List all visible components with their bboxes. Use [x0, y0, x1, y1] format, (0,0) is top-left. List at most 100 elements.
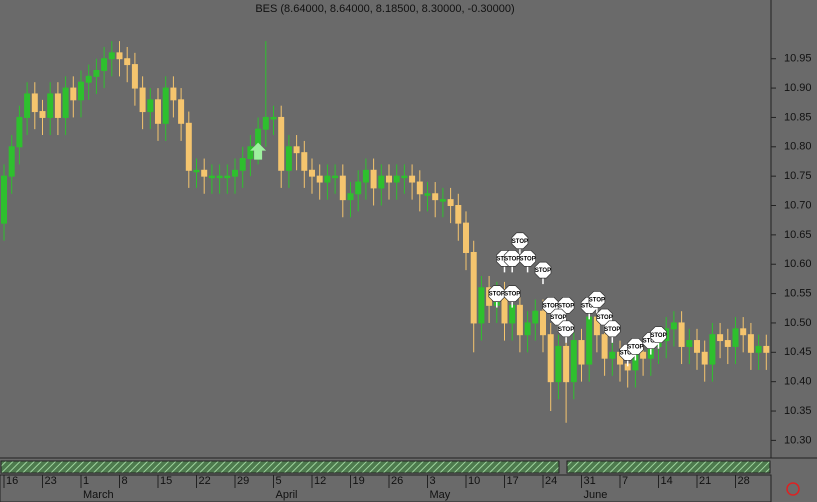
candle-body [378, 175, 385, 189]
x-tick-label: 14 [661, 475, 673, 487]
stop-label: STOP [558, 327, 574, 333]
candle-body [162, 87, 169, 124]
candle-body [509, 304, 516, 324]
candle-body [678, 322, 685, 347]
x-tick-label: 8 [122, 475, 128, 487]
stop-label: STOP [643, 339, 659, 345]
x-tick-label: 19 [353, 475, 365, 487]
candle-body [401, 175, 408, 179]
y-tick-label: 10.80 [784, 141, 812, 153]
stop-label: STOP [535, 268, 551, 274]
candle-body [24, 93, 31, 118]
candle-body [601, 334, 608, 359]
y-tick-label: 10.95 [784, 53, 812, 65]
candle-body [463, 222, 469, 253]
candle-body [8, 146, 15, 177]
candle-body [201, 169, 208, 177]
candle-body [232, 169, 238, 177]
x-tick-label: 16 [6, 475, 18, 487]
stop-label: STOP [596, 315, 612, 321]
stop-sign [534, 261, 552, 279]
date-axis [0, 474, 772, 502]
stop-label: STOP [504, 292, 520, 298]
candle-body [416, 181, 423, 195]
x-tick-label: 1 [83, 475, 89, 487]
chart-title: BES (8.64000, 8.64000, 8.18500, 8.30000,… [255, 3, 514, 15]
candle-body [216, 175, 223, 179]
candle-body [285, 146, 292, 171]
candle-body [470, 251, 477, 324]
x-tick-label: 21 [699, 475, 711, 487]
candle-body [386, 175, 392, 183]
y-tick-label: 10.45 [784, 346, 812, 358]
candle-body [740, 328, 747, 336]
stop-sign [603, 320, 621, 338]
candle-body [131, 64, 138, 89]
x-tick-label: 23 [45, 475, 57, 487]
stop-label: STOP [543, 303, 559, 309]
candle-body [547, 334, 554, 383]
stop-sign [488, 285, 506, 302]
y-tick-label: 10.35 [784, 405, 812, 417]
candle-body [70, 87, 77, 101]
candle-body [108, 52, 115, 60]
candle-body [709, 334, 716, 365]
candle-body [347, 193, 354, 201]
stop-sign [650, 326, 667, 344]
x-tick-label: 7 [622, 475, 628, 487]
candle-body [178, 99, 185, 124]
scroll-bar[interactable] [566, 460, 771, 474]
candle-body [640, 351, 647, 359]
stop-label: STOP [550, 315, 566, 321]
month-label: May [430, 489, 451, 501]
candle-body [301, 152, 308, 171]
candle-body [694, 340, 700, 353]
x-tick-label: 28 [738, 475, 750, 487]
candle-body [239, 158, 246, 171]
candle-body [578, 340, 585, 365]
candle-body [393, 175, 400, 183]
stop-sign [557, 320, 575, 338]
candle-body [270, 116, 277, 120]
candle-body [370, 169, 377, 189]
candle-body [540, 310, 546, 336]
candle-body [262, 116, 269, 130]
y-tick-label: 10.55 [784, 287, 812, 299]
stop-label: STOP [627, 345, 643, 351]
x-tick-label: 15 [160, 475, 172, 487]
y-tick-label: 10.30 [784, 434, 812, 446]
candle-body [432, 193, 439, 201]
stop-sign [511, 232, 529, 250]
candle-body [763, 345, 770, 353]
x-tick-label: 22 [199, 475, 211, 487]
stop-label: STOP [512, 239, 528, 245]
y-tick-label: 10.70 [784, 199, 812, 211]
y-tick-label: 10.60 [784, 258, 812, 270]
candle-body [155, 99, 161, 124]
candle-body [124, 58, 131, 66]
x-tick-label: 24 [545, 475, 557, 487]
candle-body [47, 93, 54, 118]
buy-arrow [250, 142, 267, 160]
candle-body [332, 175, 339, 179]
candle-body [185, 122, 192, 171]
candle-body [1, 175, 7, 224]
stop-label: STOP [504, 256, 520, 262]
y-tick-label: 10.75 [784, 170, 812, 182]
candle-body [555, 345, 562, 383]
stop-label: STOP [620, 350, 636, 356]
y-tick-label: 10.85 [784, 111, 812, 123]
candle-body [586, 316, 593, 365]
candle-body [609, 351, 616, 359]
stop-label: STOP [519, 256, 535, 262]
candle-body [278, 116, 285, 171]
scroll-bar[interactable] [0, 460, 560, 474]
candle-body [670, 322, 677, 330]
candle-body [724, 340, 731, 347]
stop-sign [627, 338, 644, 355]
stop-label: STOP [604, 327, 620, 333]
candle-body [170, 87, 177, 101]
status-icon [786, 482, 800, 496]
candle-body [93, 69, 100, 77]
